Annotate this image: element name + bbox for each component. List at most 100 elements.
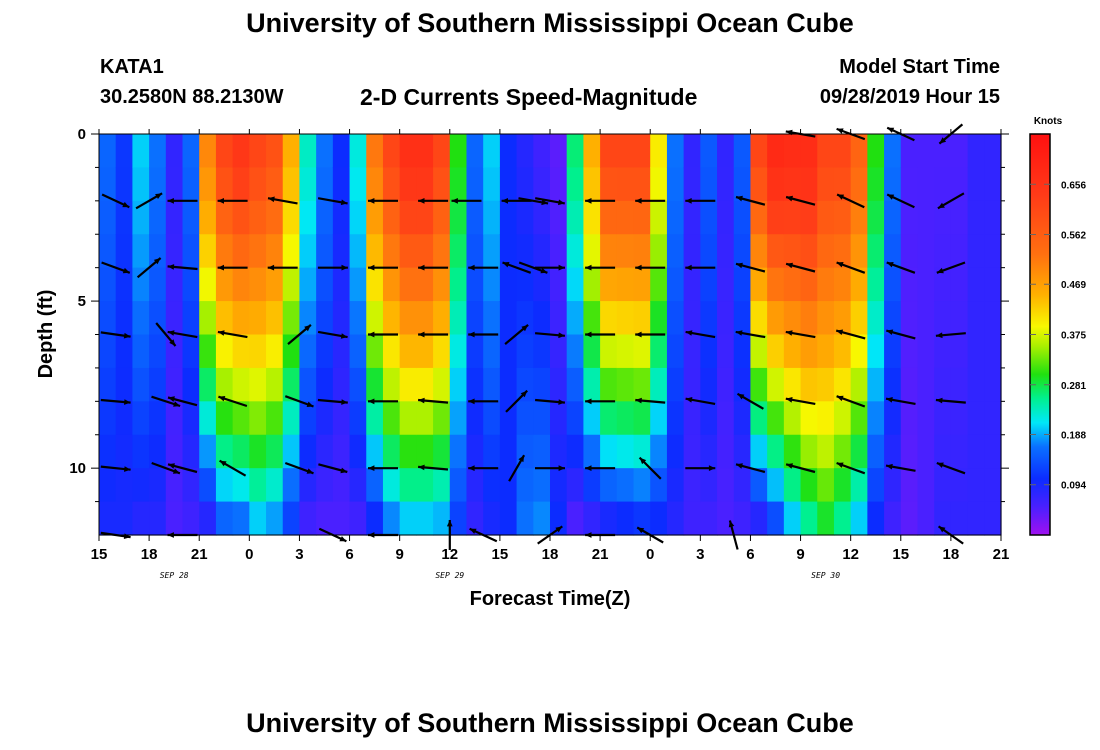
- heatmap-cell: [232, 401, 250, 436]
- heatmap-cell: [616, 334, 635, 369]
- heatmap-cell: [483, 267, 501, 302]
- heatmap-cell: [199, 401, 217, 436]
- page-title: University of Southern Mississippi Ocean…: [246, 8, 854, 38]
- heatmap-cell: [316, 334, 334, 369]
- heatmap-cell: [382, 401, 401, 436]
- heatmap-cell: [917, 167, 935, 202]
- velocity-arrow: [585, 198, 616, 204]
- heatmap-cell: [533, 501, 551, 536]
- y-tick-label: 10: [69, 460, 86, 477]
- heatmap-cell: [967, 134, 985, 169]
- heatmap-cell: [132, 267, 150, 302]
- heatmap-cell: [382, 134, 401, 169]
- heatmap-cell: [650, 468, 668, 503]
- heatmap-cell: [483, 434, 501, 469]
- heatmap-cell: [499, 367, 518, 402]
- heatmap-cell: [700, 134, 718, 169]
- heatmap-cell: [934, 301, 952, 336]
- heatmap-cell: [282, 468, 301, 503]
- heatmap-cell: [416, 501, 434, 536]
- heatmap-cell: [449, 167, 468, 202]
- date-label: SEP 30: [811, 571, 840, 580]
- heatmap-cell: [800, 468, 818, 503]
- heatmap-cell: [683, 468, 701, 503]
- heatmap-cell: [683, 167, 701, 202]
- heatmap-cell: [683, 134, 701, 169]
- heatmap-cell: [483, 167, 501, 202]
- heatmap-cell: [900, 134, 919, 169]
- velocity-arrow: [836, 395, 866, 408]
- colorbar-tick-label: 0.094: [1061, 481, 1086, 492]
- heatmap-cell: [199, 200, 217, 235]
- heatmap-cell: [900, 267, 919, 302]
- heatmap-cell: [232, 267, 250, 302]
- heatmap-cell: [683, 434, 701, 469]
- heatmap-cell: [833, 401, 852, 436]
- heatmap-cell: [633, 167, 651, 202]
- x-tick-label: 6: [746, 546, 754, 563]
- heatmap-cell: [767, 468, 785, 503]
- heatmap-cell: [616, 134, 635, 169]
- heatmap-cell: [132, 367, 150, 402]
- velocity-arrow: [167, 198, 198, 204]
- heatmap-cell: [433, 200, 451, 235]
- heatmap-cell: [967, 334, 985, 369]
- heatmap-cell: [800, 501, 818, 536]
- velocity-arrow: [785, 397, 816, 405]
- heatmap-cell: [600, 334, 618, 369]
- velocity-arrow: [535, 332, 565, 339]
- heatmap-cell: [967, 367, 985, 402]
- heatmap-cell: [516, 367, 534, 402]
- heatmap-cell: [683, 267, 701, 302]
- heatmap-cell: [600, 200, 618, 235]
- velocity-arrow: [504, 324, 529, 345]
- heatmap-cell: [433, 468, 451, 503]
- heatmap-cell: [215, 267, 234, 302]
- velocity-vectors: [100, 123, 966, 550]
- heatmap-cell: [633, 200, 651, 235]
- heatmap-cell: [433, 267, 451, 302]
- heatmap-cell: [165, 468, 184, 503]
- heatmap-cell: [215, 334, 234, 369]
- heatmap-cell: [266, 234, 284, 269]
- heatmap-cell: [99, 334, 117, 369]
- heatmap-cell: [683, 200, 701, 235]
- heatmap-cell: [934, 134, 952, 169]
- heatmap-cell: [700, 434, 718, 469]
- heatmap-cell: [232, 367, 250, 402]
- heatmap-cell: [316, 501, 334, 536]
- heatmap-cell: [967, 434, 985, 469]
- heatmap-cell: [833, 234, 852, 269]
- heatmap-cell: [282, 367, 301, 402]
- heatmap-cell: [767, 234, 785, 269]
- heatmap-cell: [683, 234, 701, 269]
- heatmap-cell: [115, 267, 133, 302]
- heatmap-cell: [666, 167, 685, 202]
- heatmap-cell: [99, 434, 117, 469]
- heatmap-cell: [449, 301, 468, 336]
- velocity-arrow: [368, 264, 398, 271]
- velocity-arrow: [101, 193, 130, 209]
- chart-subtitle: 2-D Currents Speed-Magnitude: [360, 84, 698, 110]
- heatmap-cell: [900, 334, 919, 369]
- velocity-arrow: [368, 331, 398, 338]
- heatmap-cell: [850, 367, 868, 402]
- heatmap-cell: [984, 501, 1002, 536]
- heatmap-cell: [466, 434, 484, 469]
- heatmap-cell: [249, 267, 267, 302]
- heatmap-cell: [215, 401, 234, 436]
- heatmap-cell: [616, 468, 635, 503]
- heatmap-cell: [516, 401, 534, 436]
- heatmap-cell: [149, 434, 167, 469]
- colorbar-tick-label: 0.469: [1061, 280, 1086, 291]
- heatmap-cell: [850, 167, 868, 202]
- heatmap-cell: [266, 334, 284, 369]
- velocity-arrow: [219, 459, 247, 477]
- heatmap-cell: [650, 200, 668, 235]
- heatmap-cell: [449, 200, 468, 235]
- velocity-arrow: [836, 261, 866, 274]
- heatmap-cell: [717, 434, 735, 469]
- heatmap-cell: [382, 468, 401, 503]
- heatmap-cell: [165, 334, 184, 369]
- heatmap-cell: [550, 234, 568, 269]
